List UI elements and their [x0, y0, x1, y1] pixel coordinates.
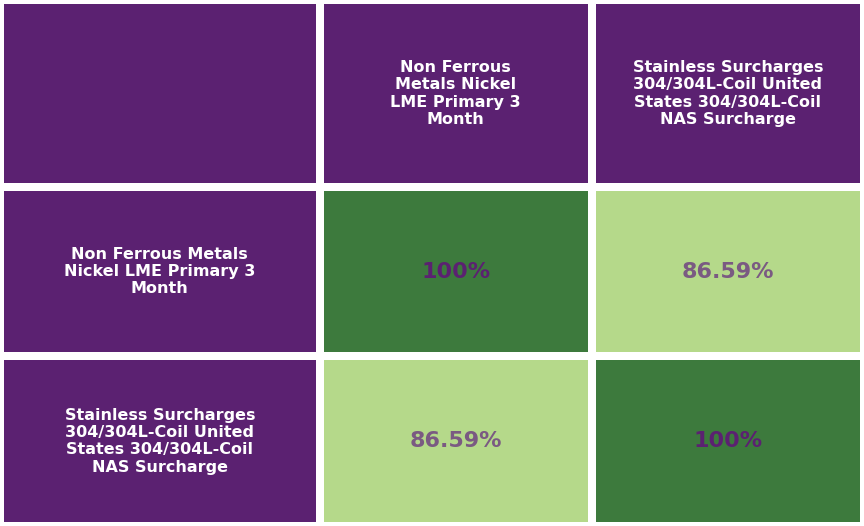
Bar — [4, 191, 315, 352]
Text: Non Ferrous Metals
Nickel LME Primary 3
Month: Non Ferrous Metals Nickel LME Primary 3 … — [64, 247, 256, 297]
Text: 100%: 100% — [421, 261, 491, 281]
Text: 100%: 100% — [693, 431, 763, 451]
Text: Stainless Surcharges
304/304L-Coil United
States 304/304L-Coil
NAS Surcharge: Stainless Surcharges 304/304L-Coil Unite… — [65, 408, 255, 475]
Text: Non Ferrous
Metals Nickel
LME Primary 3
Month: Non Ferrous Metals Nickel LME Primary 3 … — [391, 60, 521, 127]
Text: 86.59%: 86.59% — [682, 261, 774, 281]
Bar — [4, 4, 315, 183]
Bar — [596, 360, 860, 522]
Bar — [4, 360, 315, 522]
Bar — [324, 191, 588, 352]
Bar — [596, 4, 860, 183]
Text: Stainless Surcharges
304/304L-Coil United
States 304/304L-Coil
NAS Surcharge: Stainless Surcharges 304/304L-Coil Unite… — [632, 60, 823, 127]
Bar — [324, 360, 588, 522]
Text: 86.59%: 86.59% — [410, 431, 502, 451]
Bar — [324, 4, 588, 183]
Bar — [596, 191, 860, 352]
